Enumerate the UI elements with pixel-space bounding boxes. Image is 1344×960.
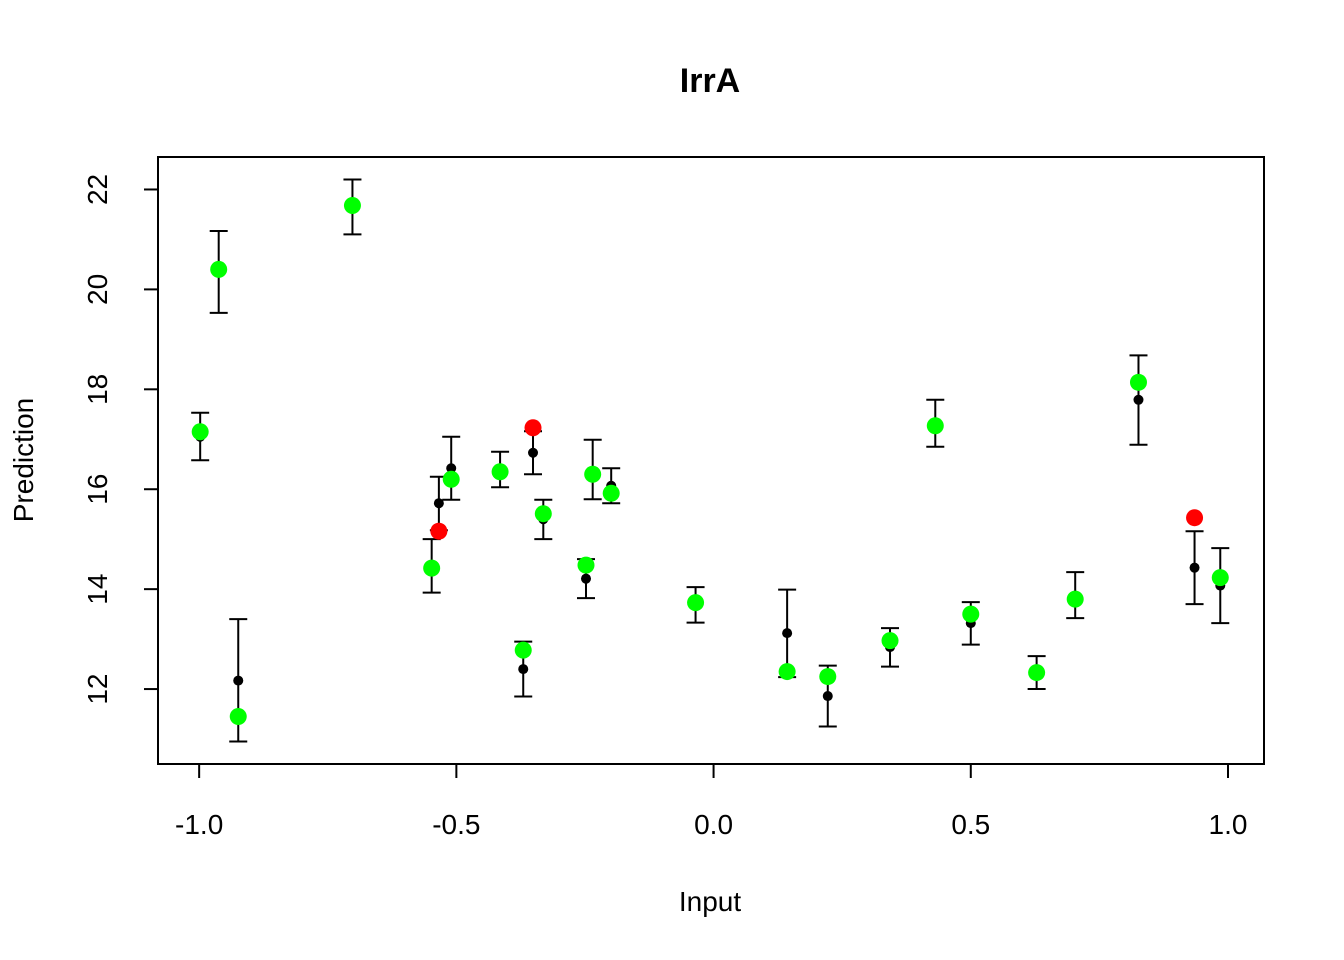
x-tick-label: -1.0 — [175, 809, 223, 840]
prediction-point — [1133, 394, 1144, 405]
plot-frame — [157, 156, 1265, 765]
observation-point-inside — [926, 417, 944, 435]
y-tick-label: 18 — [82, 374, 113, 405]
x-tick-label: 0.0 — [694, 809, 733, 840]
prediction-point — [433, 498, 444, 509]
observation-point-inside — [343, 196, 361, 214]
x-tick-label: 0.5 — [951, 809, 990, 840]
prediction-point — [1189, 562, 1200, 573]
prediction-point — [528, 447, 539, 458]
observation-points — [191, 196, 1229, 726]
prediction-point — [782, 628, 793, 639]
error-bars — [191, 178, 1230, 743]
x-axis-label: Input — [679, 886, 741, 917]
prediction-points — [195, 201, 1226, 702]
y-axis: 12 14 16 18 20 22 — [82, 174, 159, 705]
observation-point-inside — [962, 605, 980, 623]
y-tick-label: 22 — [82, 174, 113, 205]
prediction-point — [822, 691, 833, 702]
observation-point-inside — [442, 470, 460, 488]
observation-point-inside — [1066, 590, 1084, 608]
x-axis: -1.0 -0.5 0.0 0.5 1.0 — [175, 763, 1248, 840]
observation-point-inside — [687, 594, 705, 612]
observation-point-outside — [524, 419, 542, 437]
observation-point-inside — [1129, 373, 1147, 391]
prediction-point — [446, 463, 457, 474]
observation-point-inside — [210, 260, 228, 278]
observation-point-inside — [584, 465, 602, 483]
observation-point-inside — [191, 423, 209, 441]
y-tick-label: 12 — [82, 673, 113, 704]
observation-point-inside — [577, 556, 595, 574]
y-tick-label: 20 — [82, 274, 113, 305]
y-tick-label: 14 — [82, 574, 113, 605]
x-tick-label: -0.5 — [432, 809, 480, 840]
observation-point-inside — [423, 559, 441, 577]
observation-point-inside — [778, 663, 796, 681]
y-tick-label: 16 — [82, 474, 113, 505]
observation-point-inside — [229, 708, 247, 726]
prediction-point — [233, 675, 244, 686]
prediction-point — [580, 573, 591, 584]
observation-point-inside — [1211, 569, 1229, 587]
observation-point-outside — [430, 522, 448, 540]
chart-title: IrrA — [680, 62, 740, 100]
observation-point-inside — [602, 484, 620, 502]
y-axis-label: Prediction — [8, 398, 39, 523]
observation-point-inside — [881, 632, 899, 650]
observation-point-outside — [1186, 509, 1204, 527]
observation-point-inside — [1028, 664, 1046, 682]
x-tick-label: 1.0 — [1209, 809, 1248, 840]
observation-point-inside — [534, 505, 552, 523]
prediction-point — [518, 664, 529, 675]
observation-point-inside — [491, 463, 509, 481]
observation-point-inside — [819, 668, 837, 686]
observation-point-inside — [514, 641, 532, 659]
